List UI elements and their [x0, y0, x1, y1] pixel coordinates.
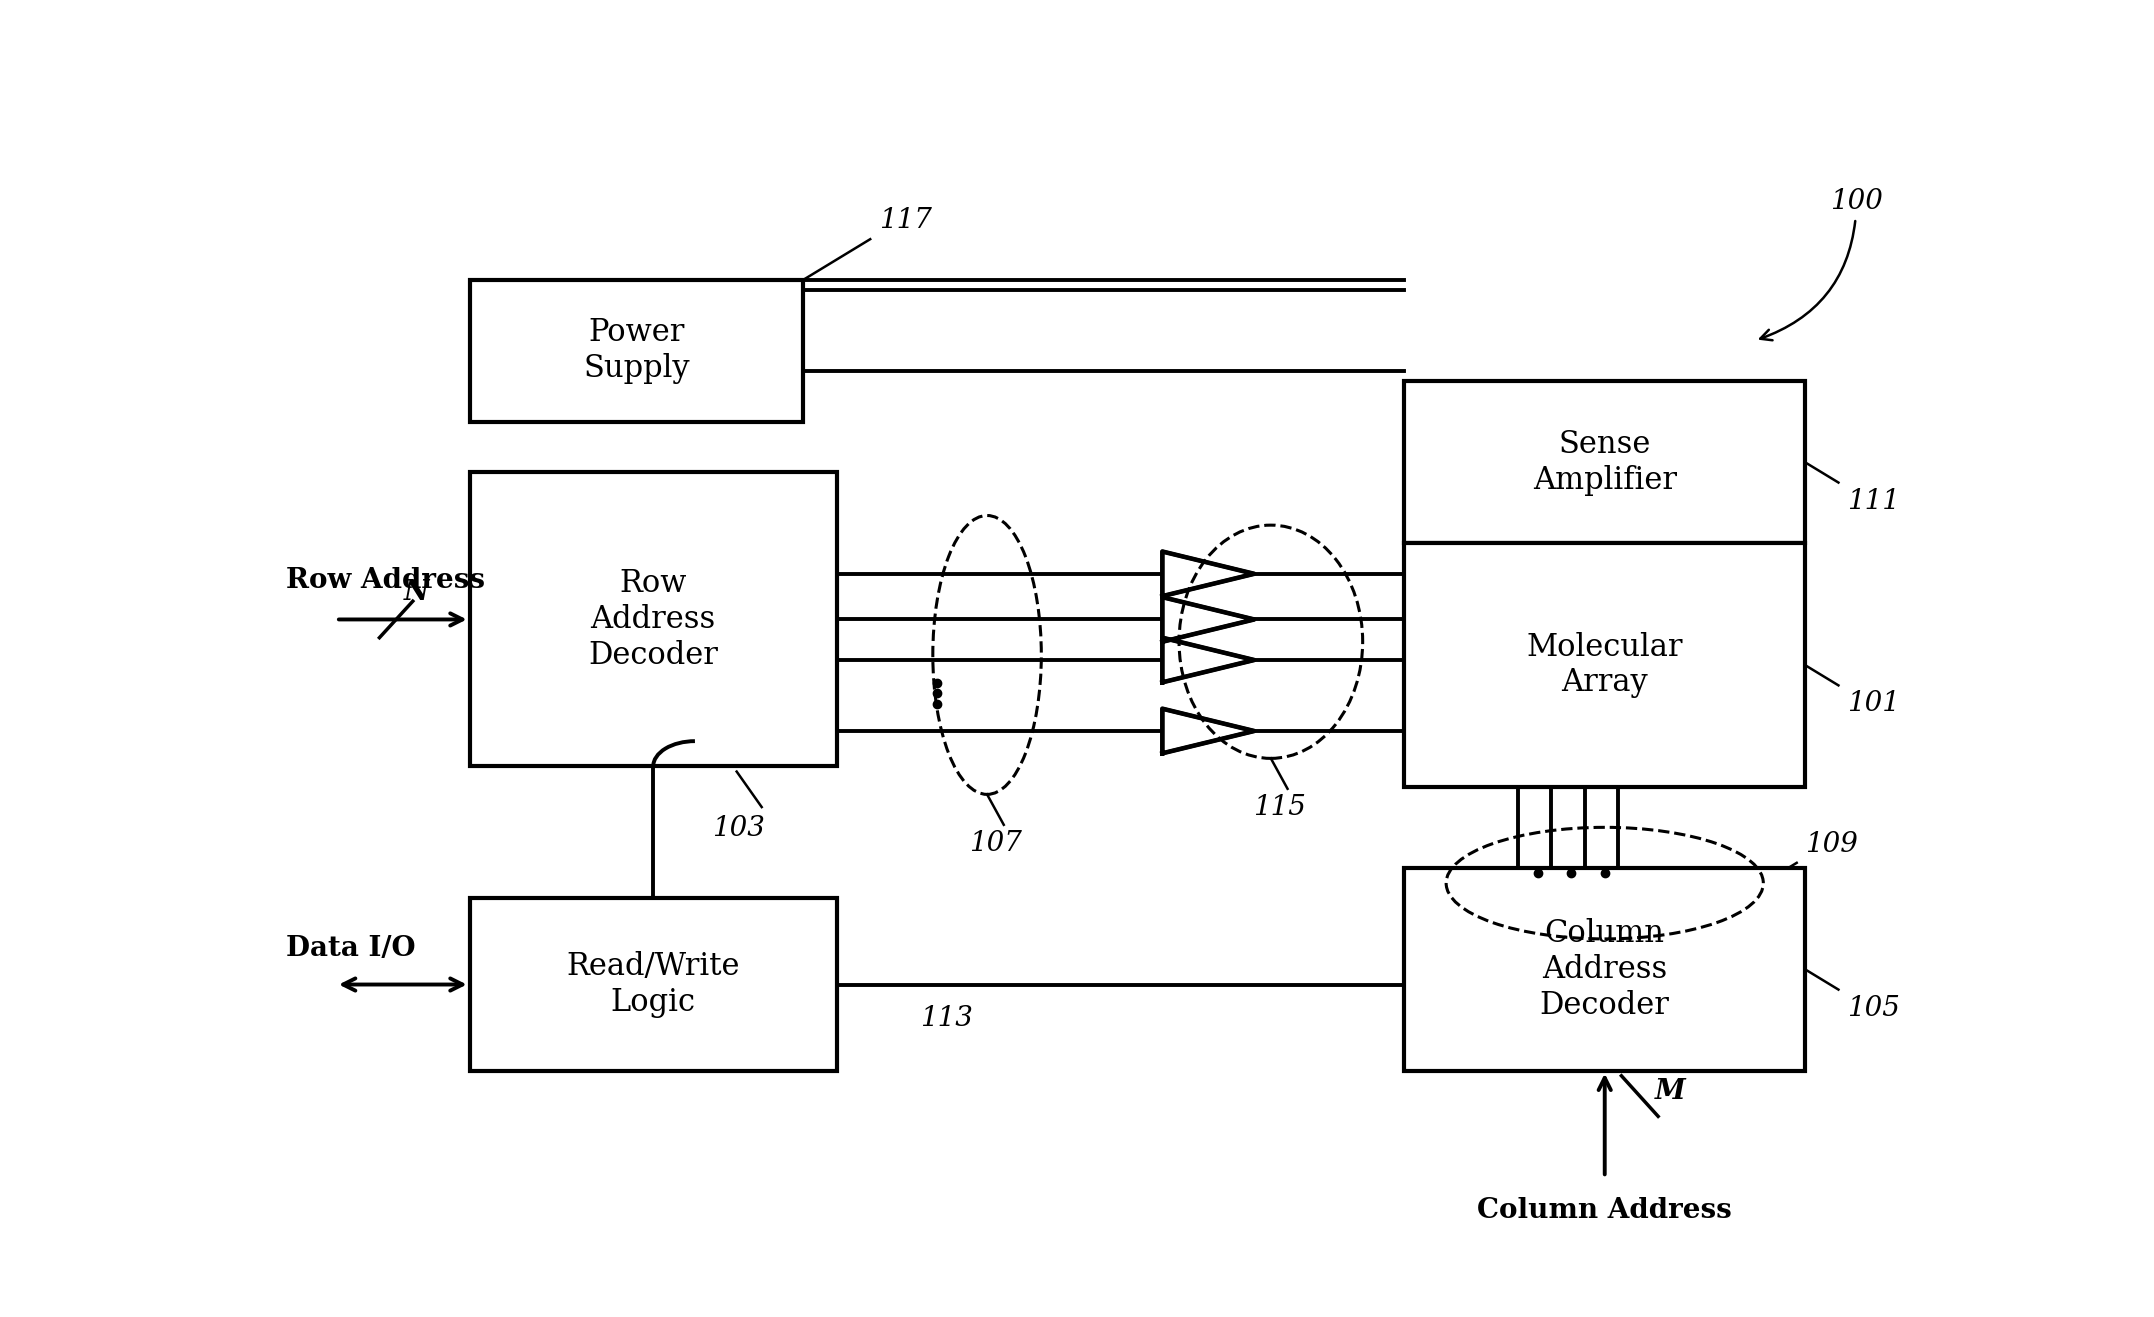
- Text: Row Address: Row Address: [286, 568, 485, 594]
- Text: M: M: [1654, 1077, 1687, 1105]
- Text: Molecular
Array: Molecular Array: [1527, 632, 1682, 698]
- Bar: [470, 279, 803, 421]
- Text: Column Address: Column Address: [1478, 1197, 1732, 1225]
- Text: Sense
Amplifier: Sense Amplifier: [1534, 429, 1676, 495]
- Text: Read/Write
Logic: Read/Write Logic: [567, 951, 741, 1018]
- Text: Data I/O: Data I/O: [286, 935, 416, 963]
- Polygon shape: [1163, 597, 1254, 641]
- Text: 109: 109: [1805, 831, 1859, 857]
- Polygon shape: [1163, 709, 1254, 753]
- Polygon shape: [1163, 552, 1254, 597]
- Polygon shape: [1163, 637, 1254, 682]
- Text: Power
Supply: Power Supply: [584, 317, 689, 385]
- Bar: [1404, 544, 1805, 786]
- Text: 117: 117: [879, 207, 931, 234]
- Bar: [1404, 381, 1805, 544]
- Text: 105: 105: [1846, 994, 1900, 1022]
- Text: 115: 115: [1254, 794, 1305, 820]
- Bar: [470, 473, 836, 766]
- Text: Row
Address
Decoder: Row Address Decoder: [588, 568, 717, 670]
- Text: 107: 107: [969, 830, 1021, 857]
- Text: Column
Address
Decoder: Column Address Decoder: [1540, 918, 1669, 1021]
- Bar: [1404, 868, 1805, 1071]
- Text: 103: 103: [711, 815, 765, 842]
- Text: 113: 113: [920, 1005, 974, 1031]
- Text: N: N: [403, 579, 429, 606]
- Text: 111: 111: [1846, 487, 1900, 515]
- Text: 101: 101: [1846, 690, 1900, 718]
- Bar: [470, 898, 836, 1071]
- Text: 100: 100: [1760, 188, 1883, 340]
